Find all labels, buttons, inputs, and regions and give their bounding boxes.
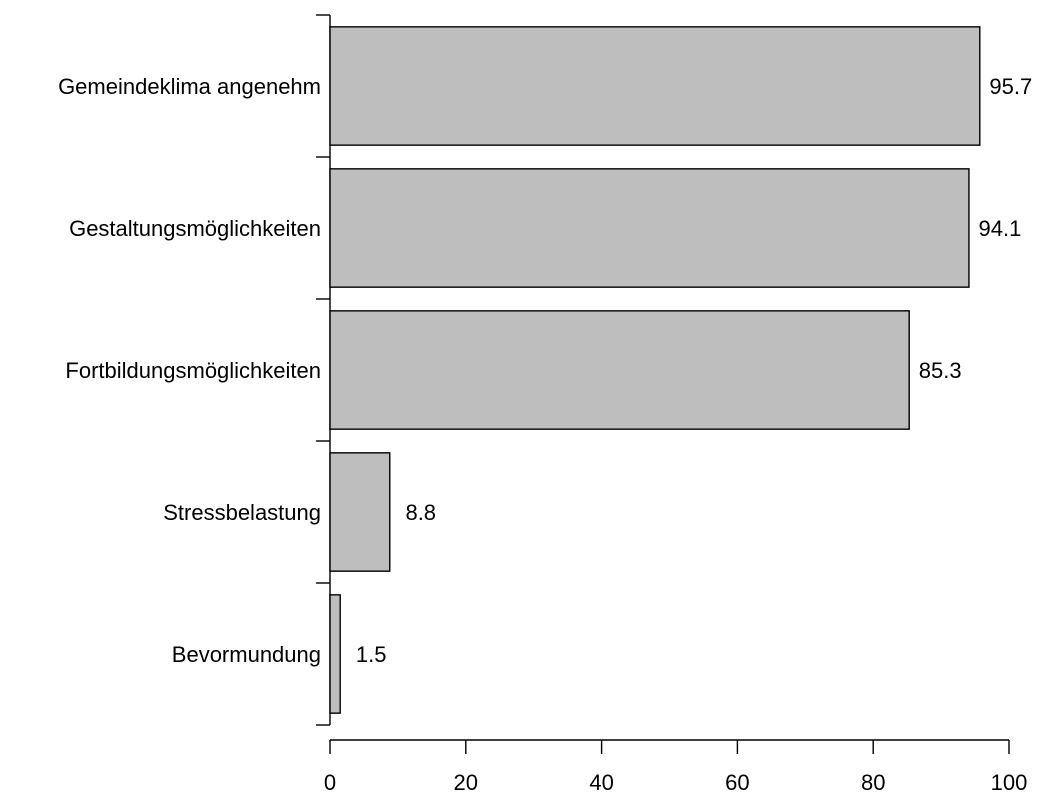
x-tick-label: 60 (725, 770, 749, 795)
x-axis: 0 20 40 60 80 100 (324, 739, 1028, 795)
x-tick-label: 80 (861, 770, 885, 795)
value-label: 1.5 (356, 642, 387, 667)
x-tick-label: 40 (589, 770, 613, 795)
bars-group (329, 26, 981, 714)
category-label: Gestaltungsmöglichkeiten (69, 216, 321, 241)
x-tick-label: 20 (454, 770, 478, 795)
bar (329, 26, 981, 146)
value-label: 85.3 (919, 358, 962, 383)
bar (329, 310, 910, 430)
category-labels-group: Gemeindeklima angenehm Gestaltungsmöglich… (58, 74, 321, 667)
value-label: 8.8 (405, 500, 436, 525)
category-label: Stressbelastung (163, 500, 321, 525)
value-label: 95.7 (989, 74, 1032, 99)
category-label: Gemeindeklima angenehm (58, 74, 321, 99)
bar (329, 168, 970, 288)
category-label: Fortbildungsmöglichkeiten (65, 358, 321, 383)
x-tick-label: 0 (324, 770, 336, 795)
x-tick-label: 100 (991, 770, 1028, 795)
value-label: 94.1 (979, 216, 1022, 241)
bar (329, 594, 341, 714)
category-label: Bevormundung (172, 642, 321, 667)
value-labels-group: 95.7 94.1 85.3 8.8 1.5 (356, 74, 1032, 667)
bar (329, 452, 391, 572)
